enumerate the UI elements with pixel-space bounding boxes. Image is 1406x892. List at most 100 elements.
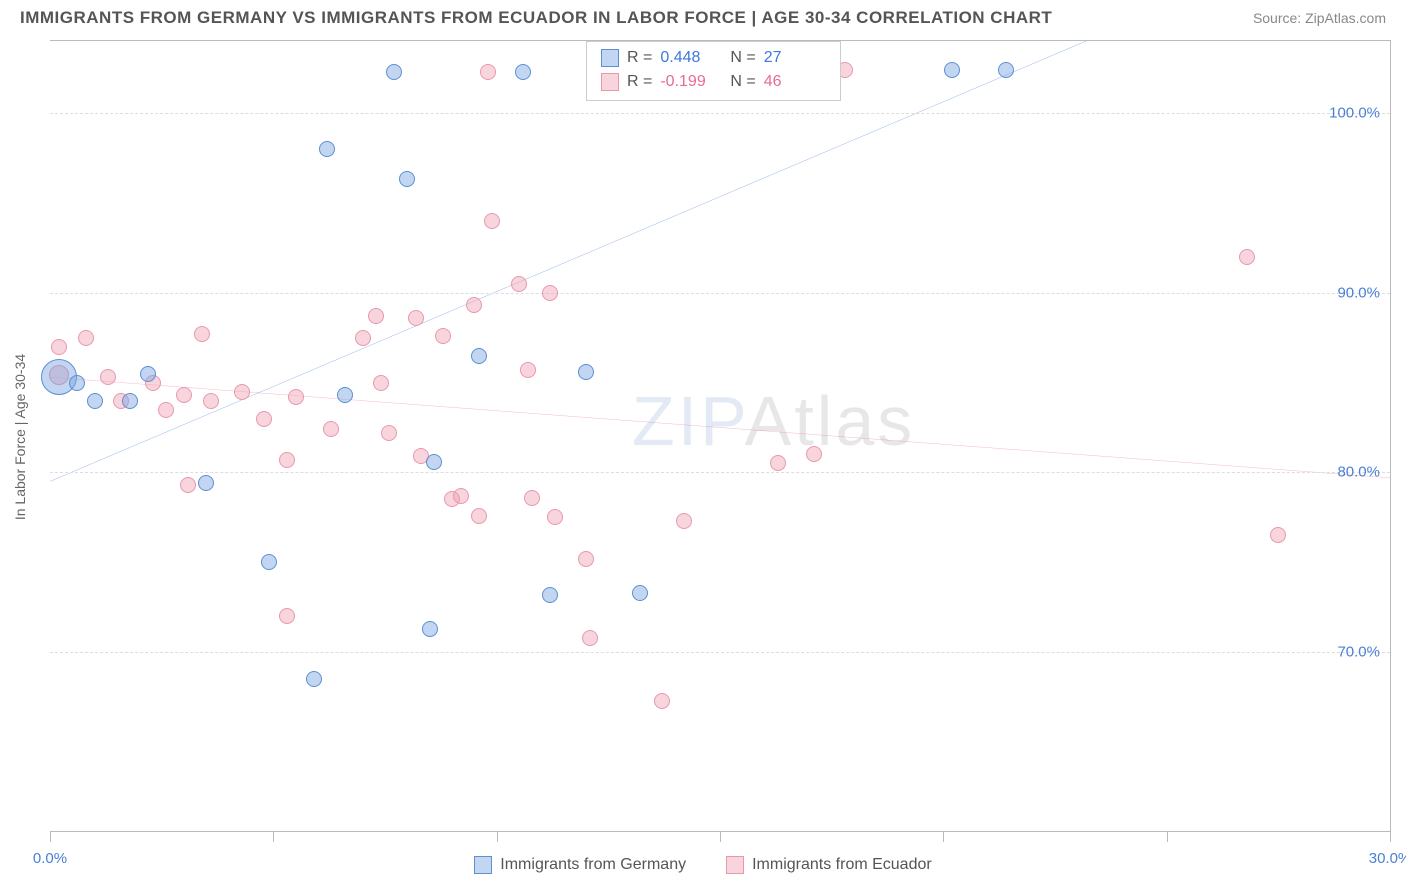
data-point-germany bbox=[87, 393, 103, 409]
data-point-ecuador bbox=[547, 509, 563, 525]
chart-header: IMMIGRANTS FROM GERMANY VS IMMIGRANTS FR… bbox=[0, 0, 1406, 32]
x-tick bbox=[497, 832, 498, 842]
plot-area: ZIPAtlas 70.0%80.0%90.0%100.0%0.0%30.0% bbox=[50, 41, 1390, 832]
x-tick bbox=[720, 832, 721, 842]
data-point-ecuador bbox=[51, 339, 67, 355]
y-axis-label: In Labor Force | Age 30-34 bbox=[12, 353, 28, 519]
data-point-ecuador bbox=[323, 421, 339, 437]
data-point-ecuador bbox=[279, 608, 295, 624]
data-point-ecuador bbox=[368, 308, 384, 324]
data-point-ecuador bbox=[256, 411, 272, 427]
data-point-ecuador bbox=[279, 452, 295, 468]
correlation-stats-box: R = 0.448 N = 27 R = -0.199 N = 46 bbox=[586, 41, 841, 101]
chart-source: Source: ZipAtlas.com bbox=[1253, 10, 1386, 26]
y-tick-label: 90.0% bbox=[1337, 284, 1380, 301]
chart-title: IMMIGRANTS FROM GERMANY VS IMMIGRANTS FR… bbox=[20, 8, 1052, 28]
trend-line-ecuador bbox=[50, 377, 1390, 478]
gridline bbox=[50, 113, 1390, 114]
legend-square-icon bbox=[474, 856, 492, 874]
data-point-ecuador bbox=[78, 330, 94, 346]
data-point-ecuador bbox=[582, 630, 598, 646]
data-point-germany bbox=[337, 387, 353, 403]
stats-row-ecuador: R = -0.199 N = 46 bbox=[601, 70, 826, 94]
data-point-ecuador bbox=[471, 508, 487, 524]
data-point-ecuador bbox=[480, 64, 496, 80]
data-point-germany bbox=[422, 621, 438, 637]
data-point-germany bbox=[319, 141, 335, 157]
data-point-ecuador bbox=[484, 213, 500, 229]
data-point-germany bbox=[998, 62, 1014, 78]
data-point-germany bbox=[306, 671, 322, 687]
data-point-ecuador bbox=[158, 402, 174, 418]
legend-square-icon bbox=[726, 856, 744, 874]
n-label: N = bbox=[730, 70, 755, 94]
data-point-germany bbox=[515, 64, 531, 80]
gridline bbox=[50, 652, 1390, 653]
data-point-ecuador bbox=[203, 393, 219, 409]
data-point-ecuador bbox=[381, 425, 397, 441]
data-point-ecuador bbox=[466, 297, 482, 313]
gridline bbox=[50, 472, 1390, 473]
data-point-ecuador bbox=[542, 285, 558, 301]
r-label: R = bbox=[627, 46, 652, 70]
data-point-ecuador bbox=[806, 446, 822, 462]
data-point-ecuador bbox=[676, 513, 692, 529]
data-point-ecuador bbox=[435, 328, 451, 344]
data-point-germany bbox=[140, 366, 156, 382]
data-point-germany bbox=[122, 393, 138, 409]
x-tick bbox=[1390, 832, 1391, 842]
legend-square-ecuador bbox=[601, 73, 619, 91]
data-point-germany bbox=[386, 64, 402, 80]
trend-line-germany bbox=[50, 41, 1086, 481]
data-point-germany bbox=[632, 585, 648, 601]
legend-label-ecuador: Immigrants from Ecuador bbox=[752, 856, 932, 874]
data-point-ecuador bbox=[511, 276, 527, 292]
data-point-ecuador bbox=[176, 387, 192, 403]
data-point-ecuador bbox=[180, 477, 196, 493]
legend-label-germany: Immigrants from Germany bbox=[500, 856, 686, 874]
data-point-ecuador bbox=[524, 490, 540, 506]
data-point-germany bbox=[542, 587, 558, 603]
n-value-germany: 27 bbox=[764, 46, 826, 70]
n-label: N = bbox=[730, 46, 755, 70]
data-point-germany bbox=[578, 364, 594, 380]
n-value-ecuador: 46 bbox=[764, 70, 826, 94]
y-tick-label: 100.0% bbox=[1329, 104, 1380, 121]
data-point-ecuador bbox=[770, 455, 786, 471]
data-point-germany bbox=[944, 62, 960, 78]
data-point-ecuador bbox=[355, 330, 371, 346]
trend-lines-svg bbox=[50, 41, 1390, 832]
data-point-ecuador bbox=[288, 389, 304, 405]
data-point-germany bbox=[426, 454, 442, 470]
y-tick-label: 80.0% bbox=[1337, 464, 1380, 481]
data-point-ecuador bbox=[1270, 527, 1286, 543]
legend-item-germany: Immigrants from Germany bbox=[474, 856, 686, 874]
data-point-ecuador bbox=[373, 375, 389, 391]
data-point-germany bbox=[198, 475, 214, 491]
data-point-germany bbox=[399, 171, 415, 187]
x-tick bbox=[943, 832, 944, 842]
data-point-ecuador bbox=[654, 693, 670, 709]
data-point-ecuador bbox=[408, 310, 424, 326]
legend-item-ecuador: Immigrants from Ecuador bbox=[726, 856, 932, 874]
chart-container: ZIPAtlas 70.0%80.0%90.0%100.0%0.0%30.0% … bbox=[50, 40, 1391, 832]
data-point-germany bbox=[69, 375, 85, 391]
data-point-germany bbox=[261, 554, 277, 570]
data-point-ecuador bbox=[453, 488, 469, 504]
data-point-ecuador bbox=[100, 369, 116, 385]
x-tick bbox=[1167, 832, 1168, 842]
data-point-ecuador bbox=[578, 551, 594, 567]
r-label: R = bbox=[627, 70, 652, 94]
bottom-legend: Immigrants from Germany Immigrants from … bbox=[0, 856, 1406, 874]
data-point-ecuador bbox=[194, 326, 210, 342]
data-point-ecuador bbox=[234, 384, 250, 400]
legend-square-germany bbox=[601, 49, 619, 67]
gridline bbox=[50, 293, 1390, 294]
r-value-ecuador: -0.199 bbox=[660, 70, 722, 94]
data-point-ecuador bbox=[520, 362, 536, 378]
x-tick bbox=[273, 832, 274, 842]
data-point-ecuador bbox=[1239, 249, 1255, 265]
data-point-germany bbox=[471, 348, 487, 364]
stats-row-germany: R = 0.448 N = 27 bbox=[601, 46, 826, 70]
x-tick bbox=[50, 832, 51, 842]
